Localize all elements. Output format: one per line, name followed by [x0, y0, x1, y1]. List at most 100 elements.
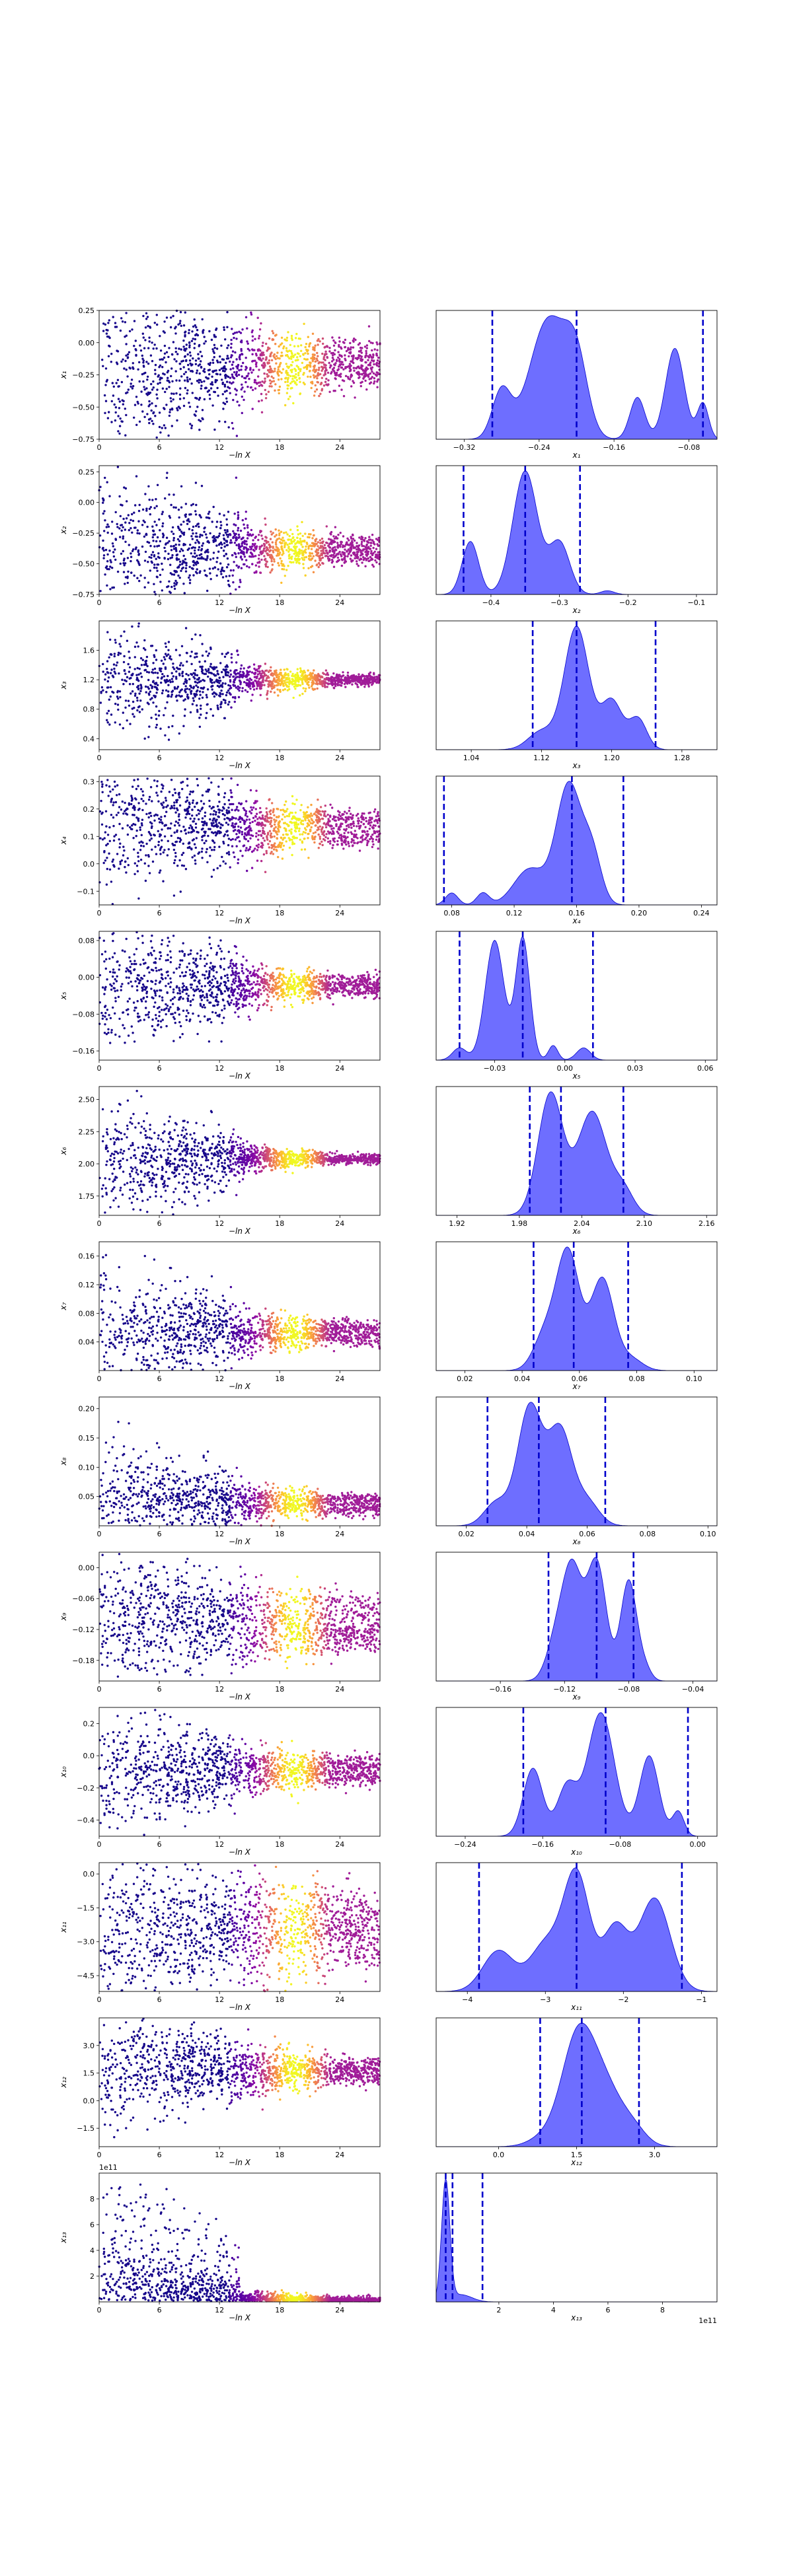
trace-point: [161, 525, 164, 528]
trace-point: [261, 345, 264, 347]
kde-xtick-label: −0.08: [678, 443, 700, 452]
trace-point: [277, 368, 280, 371]
trace-point: [230, 346, 233, 349]
trace-point: [153, 343, 156, 346]
trace-point: [218, 369, 221, 371]
trace-point: [356, 357, 359, 359]
trace-point: [108, 785, 111, 788]
trace-point: [359, 355, 361, 357]
trace-point: [322, 562, 324, 565]
trace-point: [280, 559, 283, 563]
trace-point: [249, 845, 252, 849]
trace-point: [177, 406, 180, 408]
trace-point: [263, 684, 266, 686]
trace-point: [289, 395, 291, 398]
trace-point: [221, 682, 224, 685]
trace-point: [227, 579, 230, 583]
trace-point: [151, 419, 153, 423]
trace-point: [149, 506, 152, 509]
trace-point: [194, 859, 197, 862]
trace-point: [236, 400, 239, 403]
trace-point: [114, 702, 117, 705]
trace-point: [373, 348, 376, 351]
trace-point: [126, 639, 129, 642]
trace-point: [147, 418, 151, 421]
trace-point: [158, 411, 161, 414]
trace-point: [245, 369, 247, 371]
trace-point: [315, 682, 318, 685]
trace-point: [307, 533, 311, 536]
trace-point: [280, 336, 283, 339]
trace-point: [153, 507, 156, 509]
trace-point: [117, 653, 120, 657]
trace-point: [369, 354, 372, 357]
trace-point: [213, 535, 215, 538]
trace-point: [359, 550, 362, 552]
trace-point: [273, 848, 276, 851]
trace-point: [203, 342, 206, 345]
trace-point: [150, 382, 153, 386]
trace-point: [153, 322, 156, 324]
trace-point: [314, 384, 317, 387]
trace-point: [127, 570, 130, 573]
trace-point: [334, 364, 336, 367]
trace-point: [347, 831, 350, 834]
trace-point: [117, 698, 120, 700]
trace-point: [352, 538, 355, 540]
kde-xtick-label: 1.28: [674, 754, 691, 762]
trace-point: [321, 352, 324, 355]
trace-point: [257, 557, 260, 560]
trace-point: [194, 338, 197, 341]
trace-point: [166, 472, 169, 474]
trace-point: [337, 553, 340, 555]
trace-point: [278, 564, 280, 567]
trace-point: [104, 678, 106, 681]
trace-point: [125, 334, 128, 337]
trace-point: [363, 540, 366, 542]
trace-point: [142, 336, 145, 339]
trace-point: [105, 380, 108, 383]
trace-point: [272, 332, 275, 335]
trace-point: [178, 544, 180, 546]
trace-point: [338, 361, 341, 363]
trace-point: [206, 861, 209, 864]
trace-xtick-label: 24: [335, 754, 344, 762]
trace-point: [331, 680, 334, 682]
trace-point: [285, 668, 288, 670]
trace-point: [264, 388, 266, 392]
trace-point: [245, 517, 247, 520]
trace-point: [235, 661, 238, 664]
trace-point: [138, 807, 141, 810]
trace-point: [247, 684, 250, 688]
trace-point: [332, 358, 335, 361]
trace-point: [280, 808, 282, 812]
trace-point: [223, 365, 226, 368]
trace-point: [334, 378, 337, 380]
trace-point: [135, 696, 139, 699]
trace-point: [188, 329, 190, 332]
trace-point: [255, 354, 258, 357]
trace-point: [271, 541, 274, 544]
trace-point: [282, 347, 285, 349]
trace-point: [264, 536, 267, 538]
trace-point: [225, 361, 227, 364]
trace-point: [345, 542, 348, 544]
trace-point: [259, 674, 262, 677]
trace-point: [137, 550, 139, 554]
trace-point: [137, 688, 140, 691]
trace-point: [319, 563, 321, 566]
trace-point: [200, 366, 203, 369]
trace-point: [120, 524, 122, 526]
trace-point: [245, 543, 248, 546]
trace-point: [248, 810, 251, 813]
trace-point: [224, 668, 227, 671]
trace-point: [184, 543, 186, 546]
trace-point: [114, 558, 117, 561]
trace-point: [114, 322, 117, 324]
trace-point: [231, 373, 233, 376]
trace-point: [164, 497, 167, 500]
trace-point: [287, 331, 289, 334]
trace-point: [184, 334, 186, 336]
trace-point: [325, 676, 328, 680]
trace-point: [285, 549, 288, 552]
